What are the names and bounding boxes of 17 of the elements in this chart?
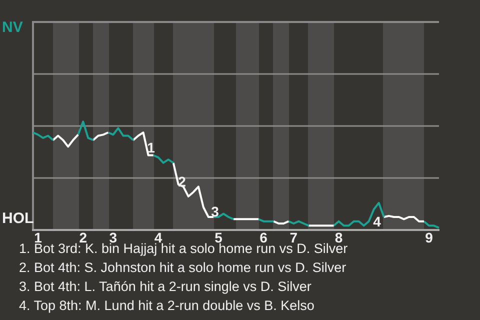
- x-tick-label: 2: [79, 229, 88, 246]
- x-tick-label: 7: [290, 229, 298, 246]
- x-tick-label: 5: [214, 229, 223, 246]
- text: NV: [2, 18, 23, 37]
- x-tick-label: 8: [334, 229, 343, 246]
- text: 3. Bot 4th: L. Tañón hit a 2-run single vs D. Silver: [19, 278, 312, 296]
- x-tick-label: 6: [260, 229, 268, 246]
- annotation: 1: [147, 138, 155, 158]
- x-tick-label: 9: [425, 229, 434, 246]
- annotation: 4: [373, 212, 381, 232]
- x-tick-label: 4: [154, 229, 162, 246]
- annotation: 3: [211, 202, 219, 222]
- text: 2. Bot 4th: S. Johnston hit a solo home run vs D. Silver: [19, 259, 346, 277]
- text: 4. Top 8th: M. Lund hit a 2-run double vs B. Kelso: [19, 297, 314, 315]
- annotation: 2: [178, 172, 186, 192]
- x-tick-label: 3: [109, 229, 118, 246]
- annotation: HOL: [2, 209, 34, 228]
